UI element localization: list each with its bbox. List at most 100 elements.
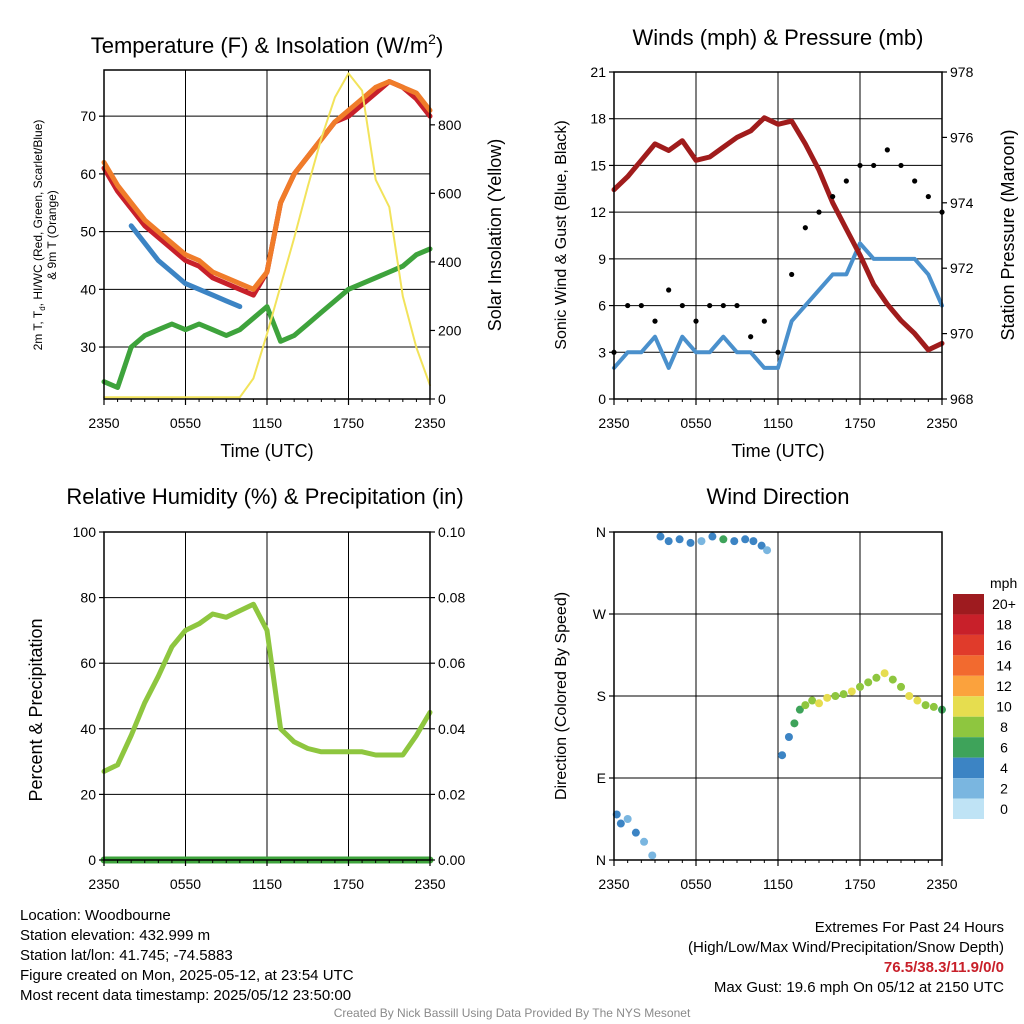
temp-x-tick-label: 2350: [88, 415, 119, 431]
rh-x-tick-label: 1750: [333, 876, 364, 892]
temperature-title: Temperature (F) & Insolation (W/m2): [91, 31, 444, 58]
station-info: Location: Woodbourne Station elevation: …: [20, 906, 354, 1006]
gust-point: [734, 302, 740, 309]
winds-x-tick-label: 2350: [926, 415, 957, 431]
temperature-y-label: 2m T, Td, HI/WC (Red, Green, Scarlet/Blu…: [31, 120, 47, 351]
gust-point: [666, 287, 672, 293]
legend-label: 14: [996, 658, 1012, 674]
rh-x-tick-label: 2350: [414, 876, 445, 892]
rh-x-tick-label: 1150: [252, 876, 282, 892]
gust-point: [802, 225, 808, 231]
rh-left-tick-label: 0: [88, 852, 96, 868]
wdir-x-tick-label: 0550: [680, 876, 711, 892]
direction-point: [864, 678, 873, 687]
winds-x-tick-label: 0550: [680, 415, 711, 431]
legend-swatch: [953, 594, 984, 615]
direction-point: [741, 535, 750, 544]
wdir-left-tick-label: W: [593, 606, 607, 622]
legend-swatch: [953, 716, 984, 738]
direction-point: [790, 719, 799, 728]
direction-point: [778, 751, 787, 760]
direction-point: [856, 682, 864, 691]
extremes-info: Extremes For Past 24 Hours (High/Low/Max…: [688, 918, 1004, 998]
rh-right-tick-label: 0.02: [438, 786, 465, 802]
rh-right-tick-label: 0.10: [438, 524, 465, 540]
gust-point: [707, 302, 713, 309]
gust-point: [761, 318, 767, 324]
rh-left-tick-label: 60: [80, 655, 96, 671]
winds-left-tick-label: 0: [598, 391, 606, 407]
extremes-title: Extremes For Past 24 Hours: [814, 919, 1004, 936]
wind-direction-y-label: Direction (Colored By Speed): [553, 592, 570, 800]
temperature-panel: Temperature (F) & Insolation (W/m2) 30 40…: [31, 31, 505, 461]
legend-label: 10: [996, 699, 1012, 715]
winds-left-tick-label: 9: [598, 251, 606, 267]
winds-right-tick-label: 976: [950, 129, 974, 145]
gust-point: [871, 162, 877, 169]
direction-point: [640, 837, 649, 846]
gust-point: [775, 349, 781, 355]
legend-swatch: [953, 757, 984, 779]
direction-point: [686, 538, 695, 547]
legend-label: 18: [996, 617, 1012, 633]
direction-point: [929, 702, 938, 711]
speed-legend: mph 20+ 18 16 14 12 10 8 6 4 2 0: [953, 575, 1017, 819]
direction-point: [823, 693, 832, 702]
wdir-x-tick-label: 2350: [926, 876, 957, 892]
direction-point: [763, 546, 772, 555]
direction-point: [795, 705, 804, 714]
gust-point: [898, 162, 904, 169]
legend-swatch: [953, 737, 984, 758]
legend-label: 16: [996, 637, 1012, 653]
winds-left-tick-label: 18: [590, 111, 606, 127]
rh-x-tick-label: 0550: [170, 876, 201, 892]
recent-text: Most recent data timestamp: 2025/05/12 2…: [20, 987, 352, 1004]
temp-series-9m-t: [101, 79, 433, 292]
temp-left-tick-label: 60: [80, 166, 96, 182]
direction-point: [708, 532, 717, 541]
wind-direction-panel: Wind Direction N E S W N 2350 0550 1150 1750 2350…: [553, 484, 1017, 892]
temp-x-tick-label: 1750: [333, 415, 364, 431]
wdir-x-tick-label: 1150: [763, 876, 793, 892]
rh-left-tick-label: 80: [80, 590, 96, 606]
direction-point: [631, 828, 640, 837]
winds-right-tick-label: 970: [950, 326, 974, 342]
temp-left-tick-label: 30: [80, 339, 96, 355]
temp-series-solar: [103, 72, 431, 399]
winds-right-tick-label: 978: [950, 64, 974, 80]
gust-point: [884, 147, 890, 153]
max-gust-text: Max Gust: 19.6 mph On 05/12 at 2150 UTC: [713, 979, 1004, 996]
wdir-x-tick-label: 1750: [844, 876, 875, 892]
gust-point: [638, 302, 644, 309]
gust-point: [843, 178, 849, 184]
winds-x-tick-label: 1150: [763, 415, 793, 431]
winds-left-tick-label: 12: [590, 204, 606, 220]
temp-x-tick-label: 0550: [170, 415, 201, 431]
legend-swatch: [953, 634, 984, 656]
rh-series-rh: [101, 601, 433, 774]
winds-series-sonic-wind: [612, 241, 944, 370]
winds-right-tick-label: 968: [950, 391, 974, 407]
legend-label: 6: [1000, 739, 1008, 755]
legend-title: mph: [990, 575, 1017, 591]
direction-point: [719, 535, 728, 544]
direction-point: [749, 537, 758, 546]
gust-point: [679, 302, 685, 309]
extremes-subtitle: (High/Low/Max Wind/Precipitation/Snow De…: [688, 939, 1004, 956]
winds-series-station-pressure: [611, 115, 945, 353]
direction-point: [757, 541, 766, 550]
direction-point: [648, 851, 657, 860]
winds-left-tick-label: 3: [598, 344, 606, 360]
winds-x-tick-label: 1750: [844, 415, 875, 431]
temp-series-wc: [128, 223, 243, 310]
direction-point: [897, 682, 905, 691]
rh-left-tick-label: 20: [80, 786, 96, 802]
rh-right-tick-label: 0.00: [438, 852, 465, 868]
humidity-title: Relative Humidity (%) & Precipitation (i…: [66, 484, 463, 509]
direction-point: [839, 690, 848, 699]
gust-point: [912, 178, 918, 184]
winds-x-label: Time (UTC): [731, 441, 824, 461]
direction-point: [675, 535, 684, 544]
gust-point: [652, 318, 658, 324]
